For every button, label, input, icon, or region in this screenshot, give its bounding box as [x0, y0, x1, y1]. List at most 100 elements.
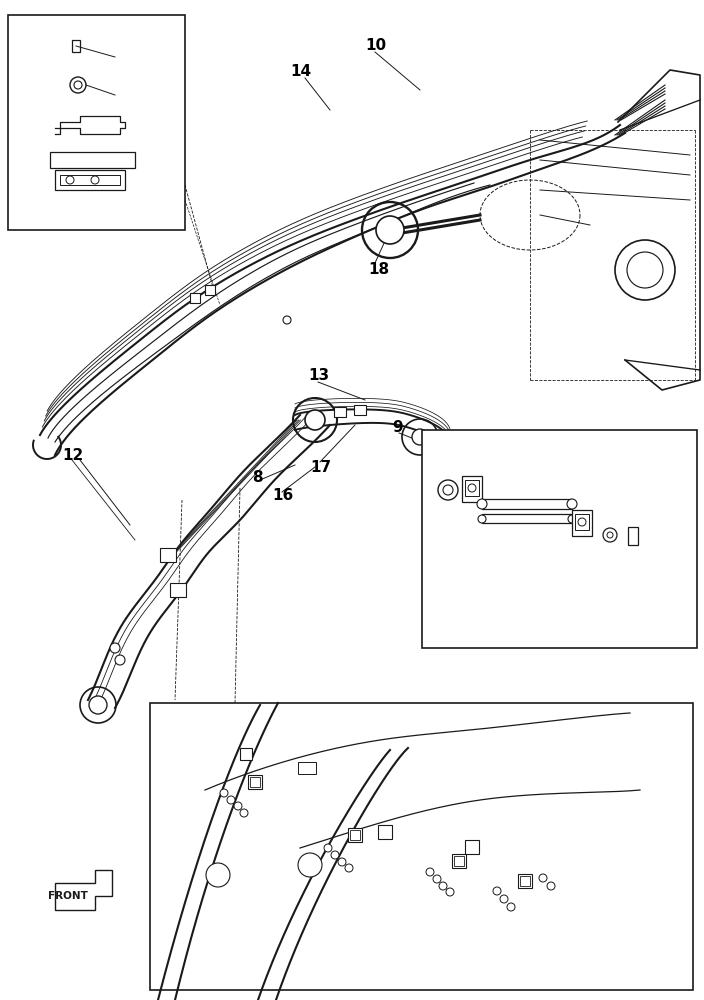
Text: 19: 19 [480, 444, 501, 460]
Text: 1: 1 [322, 860, 331, 874]
Bar [422, 430, 697, 648]
Circle shape [345, 864, 353, 872]
Bar [482, 514, 572, 523]
Text: 5: 5 [220, 794, 229, 806]
Circle shape [446, 888, 454, 896]
Text: 5: 5 [363, 838, 372, 852]
Circle shape [493, 887, 501, 895]
Text: 3: 3 [516, 865, 524, 879]
Bar [8, 15, 185, 230]
Circle shape [433, 875, 441, 883]
Text: 20: 20 [649, 522, 670, 538]
Bar [160, 548, 176, 562]
Bar [240, 748, 252, 760]
Text: 2: 2 [430, 865, 439, 879]
Circle shape [206, 863, 230, 887]
Text: 5: 5 [460, 860, 469, 874]
Circle shape [477, 499, 487, 509]
Polygon shape [55, 870, 112, 910]
Text: 18: 18 [368, 262, 389, 277]
Text: 25: 25 [610, 510, 631, 526]
Bar [298, 762, 316, 774]
Bar [170, 583, 186, 597]
Text: 6: 6 [283, 738, 291, 752]
Bar [520, 876, 530, 886]
Text: 15: 15 [573, 778, 591, 792]
Circle shape [500, 895, 508, 903]
Text: 3: 3 [347, 820, 356, 834]
Text: 25: 25 [130, 89, 151, 104]
Text: 2: 2 [500, 886, 509, 900]
Text: 13: 13 [308, 368, 329, 383]
Bar [55, 170, 125, 190]
Bar [482, 499, 572, 509]
Text: 1: 1 [488, 902, 497, 914]
Text: 16: 16 [272, 488, 294, 504]
Bar [454, 856, 464, 866]
Circle shape [426, 868, 434, 876]
Circle shape [376, 216, 404, 244]
Text: FRONT: FRONT [48, 891, 88, 901]
Text: 22: 22 [122, 132, 144, 147]
Circle shape [89, 696, 107, 714]
Text: 6: 6 [378, 816, 386, 828]
Circle shape [412, 429, 428, 445]
Text: 23: 23 [108, 198, 130, 213]
Circle shape [305, 410, 325, 430]
Text: 14: 14 [290, 64, 311, 80]
Text: 6: 6 [463, 830, 472, 844]
Bar [334, 407, 346, 417]
Circle shape [227, 796, 235, 804]
Text: 2: 2 [333, 846, 341, 858]
Circle shape [603, 528, 617, 542]
Text: 9: 9 [392, 420, 403, 436]
Text: 17: 17 [310, 460, 331, 475]
Circle shape [91, 176, 99, 184]
Bar [50, 152, 135, 168]
Circle shape [298, 853, 322, 877]
Bar [72, 40, 80, 52]
Text: 5: 5 [540, 868, 548, 882]
Text: 3: 3 [450, 846, 458, 858]
Text: 7: 7 [480, 712, 489, 724]
Text: 2: 2 [233, 802, 241, 814]
Bar [462, 476, 482, 502]
Circle shape [568, 515, 576, 523]
Bar [150, 703, 693, 990]
Circle shape [240, 809, 248, 817]
Text: 8: 8 [252, 471, 263, 486]
Text: 10: 10 [365, 38, 386, 53]
Bar [348, 828, 362, 842]
Bar [205, 285, 215, 295]
Bar [465, 480, 479, 496]
Text: 4: 4 [468, 871, 477, 884]
Bar [628, 527, 638, 545]
Bar [378, 825, 392, 839]
Text: 12: 12 [62, 448, 83, 464]
Circle shape [66, 176, 74, 184]
Text: 19: 19 [572, 510, 593, 526]
Text: 4: 4 [213, 786, 222, 800]
Bar [465, 840, 479, 854]
Circle shape [439, 882, 447, 890]
Text: 1: 1 [422, 879, 431, 892]
Text: 11: 11 [240, 724, 258, 736]
Circle shape [478, 515, 486, 523]
Circle shape [220, 789, 228, 797]
Bar [452, 854, 466, 868]
Text: 24: 24 [132, 50, 153, 66]
Bar [354, 405, 366, 415]
Circle shape [547, 882, 555, 890]
Circle shape [438, 480, 458, 500]
Bar [350, 830, 360, 840]
Bar [250, 777, 260, 787]
Text: 4: 4 [550, 878, 559, 890]
Bar [60, 175, 120, 185]
Text: 3: 3 [263, 770, 272, 782]
Text: 21: 21 [437, 446, 458, 460]
Circle shape [234, 802, 242, 810]
Circle shape [110, 643, 120, 653]
Bar [190, 293, 200, 303]
Circle shape [507, 903, 515, 911]
Text: 4: 4 [372, 848, 381, 861]
